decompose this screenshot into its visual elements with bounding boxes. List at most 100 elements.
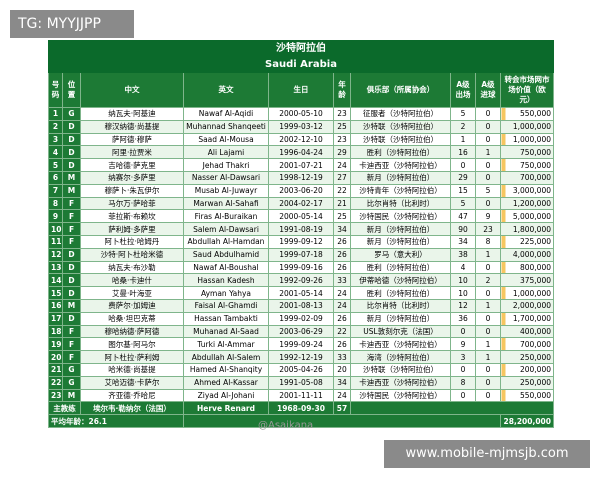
cell: 16 xyxy=(450,145,476,160)
column-header: 转会市场网市场价值（欧元） xyxy=(500,72,554,108)
cell: 1968-09-30 xyxy=(268,401,334,416)
cell: 0 xyxy=(450,362,476,377)
cell: G xyxy=(62,107,81,121)
cell: F xyxy=(62,209,81,224)
cell: Muhanad Al-Saad xyxy=(183,324,269,339)
cell: 9 xyxy=(48,209,63,224)
cell: G xyxy=(62,375,81,390)
cell: 1,000,000 xyxy=(500,119,554,134)
cell: 阿里·拉贾米 xyxy=(80,145,184,160)
cell: 萨阿德·穆萨 xyxy=(80,132,184,147)
cell: USL敦刻尔克（法国） xyxy=(350,324,451,339)
cell: 57 xyxy=(333,401,351,416)
cell: 8 xyxy=(48,196,63,211)
cell: 沙特联（沙特阿拉伯） xyxy=(350,362,451,377)
cell xyxy=(350,401,554,416)
cell: 0 xyxy=(475,375,501,390)
cell: Muhannad Shanqeeti xyxy=(183,119,269,134)
cell: 1992-12-19 xyxy=(268,350,334,364)
cell: 375,000 xyxy=(500,273,554,288)
cell: 4,000,000 xyxy=(500,247,554,262)
cell: 埃尔韦·勒纳尔（法国） xyxy=(80,401,184,416)
cell: D xyxy=(62,311,81,326)
footer-row: 平均年龄：26.1 28,200,000 xyxy=(48,414,554,428)
cell: D xyxy=(62,286,81,300)
cell: 2001-07-21 xyxy=(268,158,334,172)
cell: 750,000 xyxy=(500,145,554,160)
cell: 1,000,000 xyxy=(500,132,554,147)
cell: F xyxy=(62,337,81,352)
cell: 卡迪西亚（沙特阿拉伯） xyxy=(350,337,451,352)
header-row: 号码 位置 中文 英文 生日 年龄 俱乐部（所属协会） A级出场 A级进球 转会市场网市场价值（欧… xyxy=(48,72,554,108)
cell: 19 xyxy=(48,337,63,352)
cell: 24 xyxy=(333,388,351,403)
cell: F xyxy=(62,234,81,249)
cell: 1 xyxy=(475,337,501,352)
cell: 0 xyxy=(475,107,501,121)
cell: F xyxy=(62,350,81,364)
cell: 2001-05-14 xyxy=(268,286,334,300)
cell: 纳瓦夫·布沙勒 xyxy=(80,260,184,275)
cell: Hassan Kadesh xyxy=(183,273,269,288)
cell: 22 xyxy=(48,375,63,390)
cell: 主教练 xyxy=(48,401,81,416)
cell: Ayman Yahya xyxy=(183,286,269,300)
cell: 25 xyxy=(333,209,351,224)
cell: 2001-08-13 xyxy=(268,298,334,313)
cell: 24 xyxy=(333,158,351,172)
cell: 15 xyxy=(450,183,476,198)
player-row: 19 F 图尔基·阿马尔 Turki Al-Ammar 1999-09-24 26 卡迪西亚… xyxy=(48,337,554,352)
cell: Turki Al-Ammar xyxy=(183,337,269,352)
cell: 9 xyxy=(450,337,476,352)
cell: 2 xyxy=(450,119,476,134)
player-row: 18 F 穆哈纳德·萨阿德 Muhanad Al-Saad 2003-06-29 22 US… xyxy=(48,324,554,339)
player-row: 8 F 马尔万·萨哈菲 Marwan Al-Sahafi 2004-02-17 21 比尔肖… xyxy=(48,196,554,211)
cell: 22 xyxy=(333,324,351,339)
cell: 0 xyxy=(450,388,476,403)
cell: 穆哈纳德·萨阿德 xyxy=(80,324,184,339)
cell: 0 xyxy=(475,362,501,377)
cell: 21 xyxy=(333,196,351,211)
cell: 90 xyxy=(450,222,476,236)
cell: 750,000 xyxy=(500,158,554,172)
watermark: @Asaikana xyxy=(258,420,314,431)
cell: 0 xyxy=(475,158,501,172)
cell: Nawaf Al-Boushal xyxy=(183,260,269,275)
player-row: 5 D 吉哈德·萨克里 Jehad Thakri 2001-07-21 24 卡迪西亚（沙特… xyxy=(48,158,554,172)
cell: 11 xyxy=(48,234,63,249)
watermark: www.mobile-mjmsjb.com xyxy=(384,440,590,468)
cell: 新月（沙特阿拉伯） xyxy=(350,311,451,326)
cell: 2,000,000 xyxy=(500,298,554,313)
cell: 200,000 xyxy=(500,362,554,377)
column-header: 生日 xyxy=(268,72,334,108)
player-row: 10 F 萨利姆·多萨里 Salem Al-Dawsari 1991-08-19 34 新月… xyxy=(48,222,554,236)
cell: Jehad Thakri xyxy=(183,158,269,172)
cell: 12 xyxy=(450,298,476,313)
cell: 费萨尔·加姆迪 xyxy=(80,298,184,313)
cell: D xyxy=(62,260,81,275)
cell: 6 xyxy=(48,170,63,185)
cell: 5 xyxy=(450,107,476,121)
cell: 胜利（沙特阿拉伯） xyxy=(350,286,451,300)
cell: 250,000 xyxy=(500,375,554,390)
cell: 14 xyxy=(48,273,63,288)
cell: 0 xyxy=(475,311,501,326)
cell: 0 xyxy=(475,324,501,339)
player-row: 23 M 齐亚德·乔哈尼 Ziyad Al-Johani 2001-11-11 24 沙特国… xyxy=(48,388,554,403)
cell: Hamed Al-Shanqity xyxy=(183,362,269,377)
cell: 哈桑·卡迪什 xyxy=(80,273,184,288)
cell: 2000-05-10 xyxy=(268,107,334,121)
cell: 沙特国民（沙特阿拉伯） xyxy=(350,388,451,403)
cell: 马尔万·萨哈菲 xyxy=(80,196,184,211)
cell: 1 xyxy=(475,145,501,160)
title-row: 沙特阿拉伯 xyxy=(48,40,554,57)
cell: 穆汉纳德·尚基提 xyxy=(80,119,184,134)
cell: 2000-05-14 xyxy=(268,209,334,224)
cell: 5,000,000 xyxy=(500,209,554,224)
cell: 29 xyxy=(450,170,476,185)
cell xyxy=(183,414,501,428)
cell: 23 xyxy=(333,107,351,121)
cell: 4 xyxy=(450,260,476,275)
player-row: 14 D 哈桑·卡迪什 Hassan Kadesh 1992-09-26 33 伊蒂哈德（沙… xyxy=(48,273,554,288)
cell: 1999-02-09 xyxy=(268,311,334,326)
